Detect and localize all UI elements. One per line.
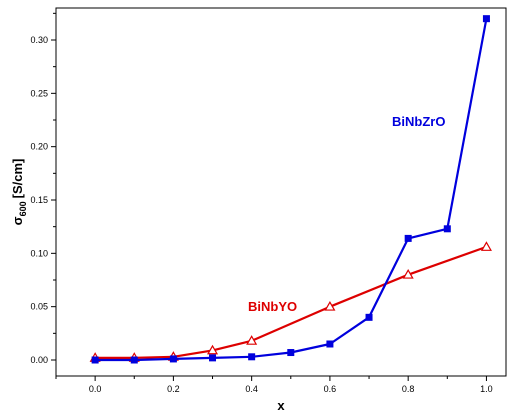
data-point-binbyo <box>402 268 414 279</box>
y-axis-symbol: σ <box>10 216 25 225</box>
data-point-binbyo <box>206 344 219 355</box>
series-layer <box>89 15 492 364</box>
x-tick-label: 0.2 <box>167 384 180 394</box>
x-axis-title: x <box>277 398 285 413</box>
data-point-binbzro <box>482 15 490 23</box>
data-point-binbzro <box>248 353 256 361</box>
data-point-binbzro <box>287 349 295 357</box>
data-point-binbyo <box>324 300 336 311</box>
series-line-binbyo <box>95 245 487 359</box>
series-label-binbyo: BiNbYO <box>248 299 297 314</box>
data-point-binbzro <box>365 313 373 321</box>
y-axis-title: σ600 [S/cm] <box>10 159 28 226</box>
data-point-binbzro <box>443 225 451 233</box>
x-tick-label: 0.6 <box>324 384 337 394</box>
y-axis-subscript: 600 <box>18 201 28 216</box>
y-tick-label: 0.10 <box>30 248 48 258</box>
data-point-binbzro <box>209 354 217 362</box>
y-tick-label: 0.25 <box>30 88 48 98</box>
x-tick-label: 0.8 <box>402 384 415 394</box>
data-point-binbzro <box>326 340 334 348</box>
y-tick-label: 0.05 <box>30 302 48 312</box>
data-point-binbyo <box>480 241 492 251</box>
y-tick-label: 0.30 <box>30 35 48 45</box>
y-axis-unit: [S/cm] <box>10 159 25 199</box>
data-point-binbzro <box>91 356 99 364</box>
plot-frame <box>55 7 507 377</box>
y-tick-label: 0.20 <box>30 142 48 152</box>
data-point-binbyo <box>246 335 258 345</box>
series-label-binbzro: BiNbZrO <box>392 114 445 129</box>
x-tick-label: 1.0 <box>480 384 493 394</box>
y-tick-label: 0.15 <box>30 195 48 205</box>
ticks-layer: 0.0 0.2 0.4 0.6 0.8 1.0 0.00 0.05 0.10 0.15 0.20 0.… <box>30 12 493 394</box>
data-point-binbzro <box>404 234 412 242</box>
x-tick-label: 0.4 <box>245 384 258 394</box>
y-tick-label: 0.00 <box>30 355 48 365</box>
x-tick-label: 0.0 <box>89 384 102 394</box>
data-point-binbzro <box>130 356 138 364</box>
data-point-binbzro <box>169 355 177 363</box>
